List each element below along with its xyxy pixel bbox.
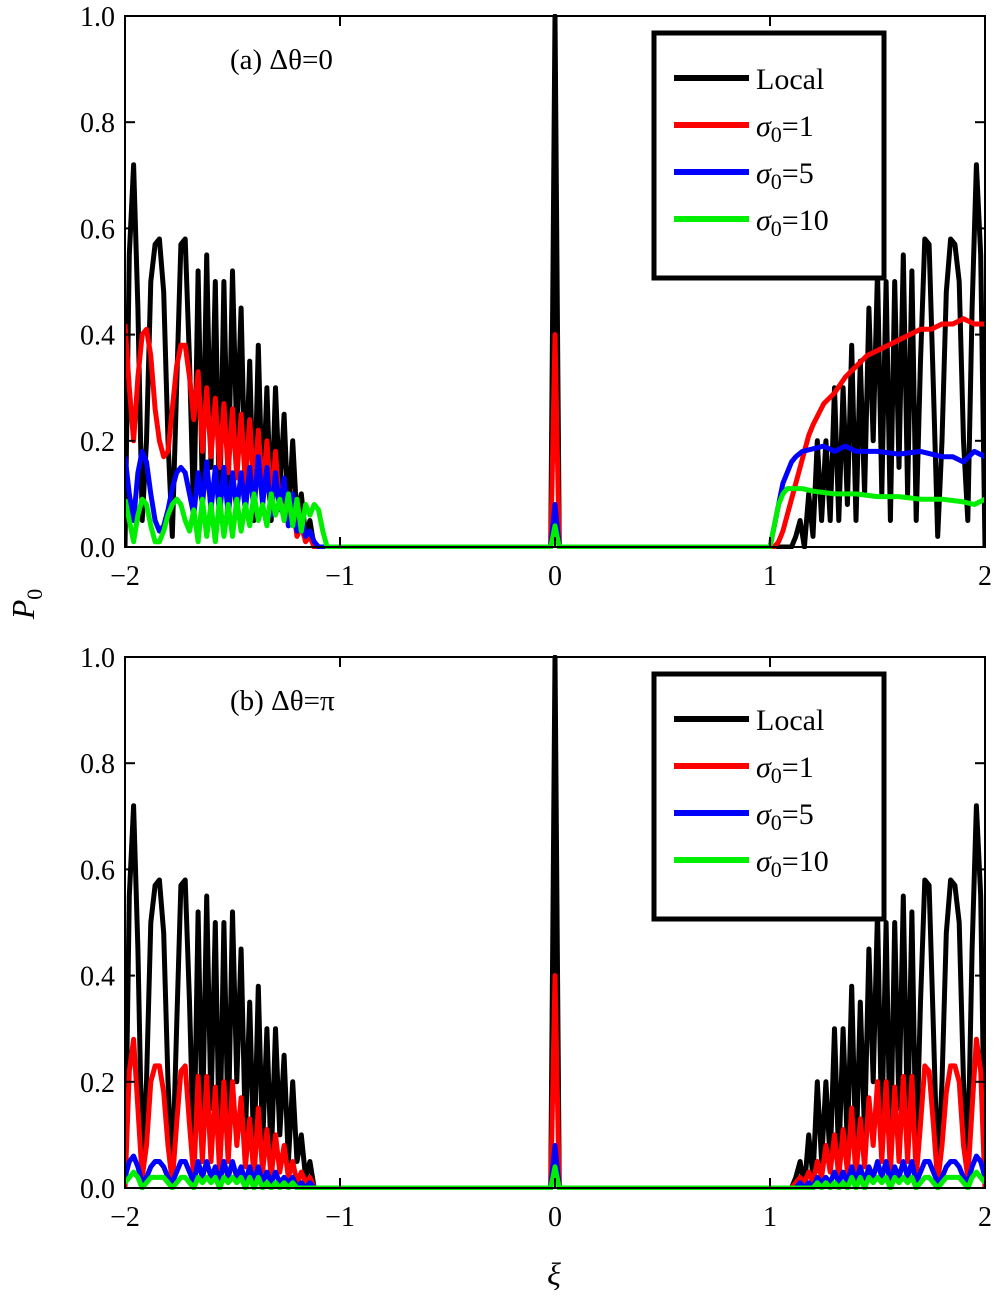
y-tick-label: 0.0 [80,1174,115,1205]
x-tick-label: −1 [325,1202,355,1233]
y-tick-label: 0.2 [80,427,115,458]
series-line-2 [125,973,985,1190]
legend-value: =5 [782,157,814,190]
series-group [125,655,985,1190]
legend-subscript: 0 [771,763,782,788]
legend-subscript: 0 [771,169,782,194]
x-tick-label: 1 [763,561,777,592]
y-tick-label: 0.8 [80,108,115,139]
y-tick-label: 1.0 [80,2,115,33]
y-tick-label: 1.0 [80,643,115,674]
x-tick-label: 0 [548,561,562,592]
legend-value: =10 [782,845,829,878]
y-tick-label: 0.4 [80,962,115,993]
y-tick-label: 0.8 [80,749,115,780]
series-line-4 [125,1164,985,1190]
legend-sigma: σ [756,110,772,143]
y-axis-label: P0 [5,589,47,621]
legend-label: σ0=1 [756,110,814,147]
legend-value: =1 [782,110,814,143]
y-tick-label: 0.2 [80,1068,115,1099]
legend-value: =10 [782,204,829,237]
legend-sigma: σ [756,798,772,831]
panel-a: −2 −1 0 1 20.00.20.40.60.81.0(a) Δθ=0Localσ0… [80,2,992,592]
series-line-3 [125,443,985,549]
legend-subscript: 0 [771,122,782,147]
panel-label: (a) Δθ=0 [230,44,333,76]
legend-sigma: σ [756,157,772,190]
legend-subscript: 0 [771,857,782,882]
legend-value: =1 [782,751,814,784]
x-tick-label: −2 [110,1202,140,1233]
x-tick-label: 1 [763,1202,777,1233]
legend-label: Local [756,704,824,737]
x-axis-label: ξ [547,1256,561,1292]
legend-sigma: σ [756,845,772,878]
y-tick-label: 0.6 [80,855,115,886]
panel-b: −2 −1 0 1 20.00.20.40.60.81.0(b) Δθ=πLocalσ0… [80,643,992,1233]
legend-sigma: σ [756,751,772,784]
y-axis-label-subscript: 0 [22,589,47,600]
x-tick-label: 0 [548,1202,562,1233]
legend-subscript: 0 [771,810,782,835]
legend-box [651,671,887,922]
legend-subscript: 0 [771,216,782,241]
y-tick-label: 0.6 [80,214,115,245]
legend-box [651,30,887,281]
legend-label: Local [756,63,824,96]
series-line-4 [125,486,985,549]
x-tick-label: 2 [978,561,992,592]
x-tick-label: 2 [978,1202,992,1233]
legend-label: σ0=5 [756,157,814,194]
legend-sigma: σ [756,204,772,237]
y-tick-label: 0.0 [80,533,115,564]
panel-label: (b) Δθ=π [230,685,335,717]
x-tick-label: −2 [110,561,140,592]
series-line-3 [125,1143,985,1190]
legend-value: =5 [782,798,814,831]
legend-label: σ0=10 [756,845,829,882]
legend-label: σ0=5 [756,798,814,835]
x-tick-label: −1 [325,561,355,592]
legend-label: σ0=10 [756,204,829,241]
y-tick-label: 0.4 [80,321,115,352]
legend-label: σ0=1 [756,751,814,788]
